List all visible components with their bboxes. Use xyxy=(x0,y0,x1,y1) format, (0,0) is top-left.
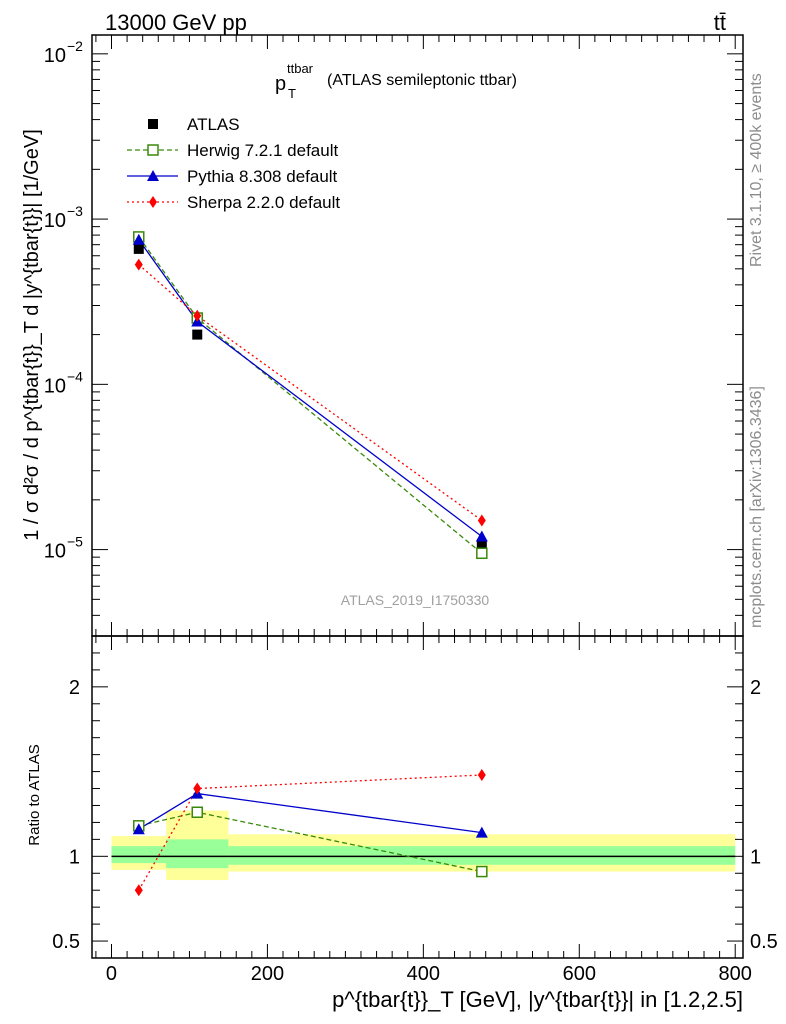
plot-title: p ttbar T (ATLAS semileptonic ttbar) xyxy=(275,61,517,101)
pythia-point-ratio-2 xyxy=(475,826,488,838)
x-tick-label: 800 xyxy=(719,963,752,985)
title-main: p xyxy=(275,73,286,95)
x-tick-label: 400 xyxy=(407,963,440,985)
title-rest: (ATLAS semileptonic ttbar) xyxy=(327,72,517,89)
y-tick-label-ratio-left: 2 xyxy=(69,677,80,699)
y-axis-label-top: 1 / σ d²σ / d p^{tbar{t}}_T d |y^{tbar{t… xyxy=(21,129,43,541)
herwig-point-ratio-1 xyxy=(191,806,204,819)
sherpa-point-ratio-2 xyxy=(477,768,486,781)
herwig-point-ratio-2 xyxy=(476,865,488,878)
y-tick-label-ratio-left: 0.5 xyxy=(52,931,80,953)
legend-marker-sherpa xyxy=(149,196,157,208)
pythia-point-top-2 xyxy=(475,530,488,542)
pythia-line-top xyxy=(138,239,483,538)
x-tick-label: 200 xyxy=(251,963,284,985)
y-tick-label-top: 10 xyxy=(44,210,66,232)
y-tick-label-top-exp: −5 xyxy=(67,534,83,550)
sherpa-point-top-1 xyxy=(193,309,202,322)
sherpa-point-top-0 xyxy=(134,258,143,271)
atlas-point-1 xyxy=(192,329,203,340)
series-markers xyxy=(132,231,488,897)
pythia-point-ratio-0 xyxy=(132,823,145,835)
x-axis-label: p^{tbar{t}}_T [GeV], |y^{tbar{t}}| in [1… xyxy=(332,987,743,1012)
plot-frames xyxy=(91,34,744,959)
legend-marker-pythia xyxy=(147,170,159,181)
y-tick-label-ratio-left: 1 xyxy=(69,846,80,868)
y-tick-label-ratio-right: 2 xyxy=(750,677,761,699)
legend-label-pythia: Pythia 8.308 default xyxy=(187,167,338,186)
rivet-label: Rivet 3.1.10, ≥ 400k events xyxy=(748,73,765,267)
watermark: ATLAS_2019_I1750330 xyxy=(341,592,490,608)
y-tick-label-ratio-right: 0.5 xyxy=(750,931,778,953)
y-tick-label-top-exp: −2 xyxy=(67,38,83,54)
pythia-point-top-0 xyxy=(132,233,145,245)
mcplots-label: mcplots.cern.ch [arXiv:1306.3436] xyxy=(748,386,765,628)
band-inner-2 xyxy=(228,846,736,865)
uncertainty-bands xyxy=(111,810,736,881)
legend-label-herwig: Herwig 7.2.1 default xyxy=(187,141,338,160)
y-tick-label-ratio-right: 1 xyxy=(750,846,761,868)
y-tick-label-top: 10 xyxy=(44,45,66,67)
title-sup: ttbar xyxy=(287,61,314,76)
legend-marker-herwig xyxy=(147,144,159,156)
header-right: tt̄ xyxy=(714,10,726,35)
legend-label-atlas: ATLAS xyxy=(187,115,240,134)
y-tick-label-top-exp: −4 xyxy=(67,368,83,384)
y-tick-label-top: 10 xyxy=(44,541,66,563)
x-tick-label: 0 xyxy=(106,963,117,985)
herwig-line-top xyxy=(138,236,483,554)
sherpa-line-top xyxy=(138,264,483,522)
y-axis-label-ratio: Ratio to ATLAS xyxy=(26,744,43,845)
x-tick-label: 600 xyxy=(563,963,596,985)
legend: ATLAS Herwig 7.2.1 default Pythia 8.308 de… xyxy=(127,115,340,212)
sherpa-point-top-2 xyxy=(477,514,486,527)
y-tick-label-top: 10 xyxy=(44,375,66,397)
legend-label-sherpa: Sherpa 2.2.0 default xyxy=(187,193,340,212)
band-inner-0 xyxy=(111,846,167,864)
ratio-frame xyxy=(91,635,744,959)
legend-marker-atlas xyxy=(148,119,158,129)
header-left: 13000 GeV pp xyxy=(105,10,247,35)
sherpa-point-ratio-1 xyxy=(193,782,202,795)
atlas-point-2 xyxy=(476,541,487,552)
series-lines xyxy=(138,236,483,891)
title-sub: T xyxy=(288,86,296,101)
y-tick-label-top-exp: −3 xyxy=(67,203,83,219)
herwig-point-top-2 xyxy=(476,547,488,560)
atlas-point-0 xyxy=(133,243,144,254)
band-inner-1 xyxy=(166,839,229,869)
sherpa-point-ratio-0 xyxy=(134,884,143,897)
